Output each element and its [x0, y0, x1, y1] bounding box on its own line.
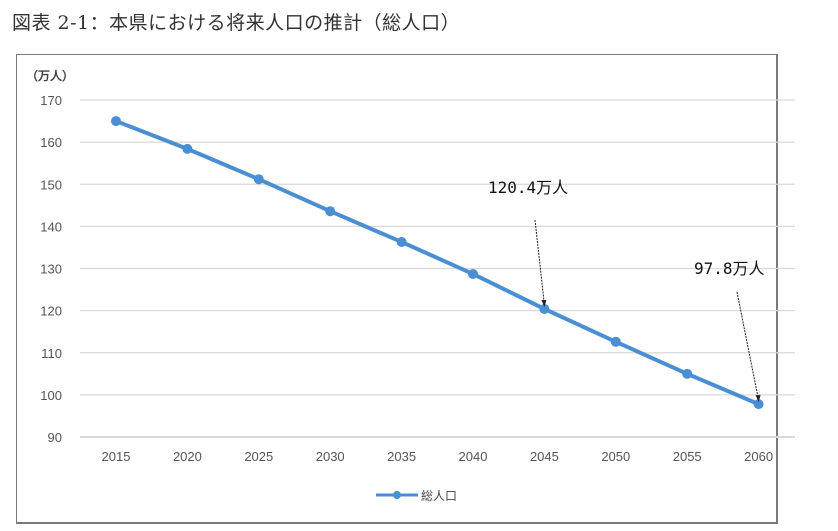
x-tick-label: 2025 [244, 449, 273, 464]
legend-marker-icon [393, 491, 401, 499]
data-point-marker [539, 303, 550, 314]
data-point-marker [610, 336, 621, 347]
data-point-marker [325, 206, 336, 217]
x-tick-label: 2020 [173, 449, 202, 464]
x-tick-label: 2040 [459, 449, 488, 464]
y-tick-label: 120 [40, 304, 62, 319]
figure-title: 図表 2-1：本県における将来人口の推計（総人口） [12, 12, 461, 34]
x-tick-label: 2035 [387, 449, 416, 464]
data-point-marker [182, 143, 193, 154]
data-point-marker [111, 116, 121, 127]
data-point-marker [753, 399, 764, 410]
annotation-label: 97.8万人 [694, 259, 765, 278]
data-point-marker [682, 368, 693, 379]
x-tick-label: 2050 [601, 449, 630, 464]
series-total-population [111, 116, 764, 410]
annotation-label: 120.4万人 [488, 178, 568, 197]
y-tick-label: 160 [40, 135, 62, 150]
annotation-leader-line [736, 291, 760, 401]
x-tick-label: 2015 [102, 449, 131, 464]
y-tick-label: 130 [40, 262, 62, 277]
legend-label: 総人口 [421, 489, 457, 503]
legend: 総人口 [376, 489, 457, 503]
data-point-marker [468, 268, 478, 279]
arrowhead-icon [755, 395, 761, 403]
arrowhead-icon [541, 299, 547, 307]
y-tick-label: 150 [40, 177, 62, 192]
y-axis-unit-label: （万人） [26, 68, 74, 83]
y-tick-label: 110 [41, 346, 62, 361]
x-tick-label: 2030 [316, 449, 345, 464]
annotation-leader-line [534, 219, 545, 305]
gridlines [80, 99, 795, 438]
data-point-marker [253, 174, 264, 185]
y-tick-label: 140 [40, 219, 62, 234]
data-point-marker [396, 236, 407, 247]
y-axis-ticks: 90 100 110 120 130 140 150 160 170 [40, 93, 62, 445]
y-tick-label: 170 [40, 93, 62, 108]
annotations: 120.4万人 97.8万人 [488, 178, 765, 403]
x-tick-label: 2060 [744, 449, 773, 464]
x-tick-label: 2045 [530, 449, 559, 464]
x-axis-ticks: 2015 2020 2025 2030 2035 2040 2045 2050 2055 2060 [102, 449, 774, 464]
y-tick-label: 100 [40, 388, 62, 403]
data-line [115, 119, 760, 406]
y-tick-label: 90 [48, 430, 62, 445]
x-tick-label: 2055 [673, 449, 702, 464]
